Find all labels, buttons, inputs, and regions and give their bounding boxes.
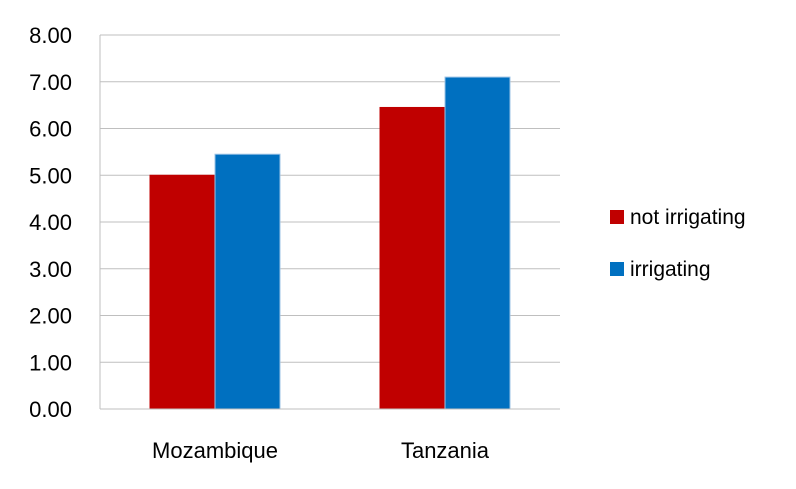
legend-label: irrigating — [630, 258, 711, 281]
legend-swatch-not-irrigating — [610, 210, 624, 224]
y-tick-label: 4.00 — [29, 210, 72, 235]
axes — [99, 35, 560, 410]
bar-not-irrigating-tanzania — [379, 106, 446, 410]
y-tick-label: 0.00 — [29, 397, 72, 422]
bar-not-irrigating-mozambique — [149, 174, 216, 410]
x-category-label: Tanzania — [401, 438, 490, 463]
y-tick-label: 3.00 — [29, 257, 72, 282]
y-tick-label: 1.00 — [29, 350, 72, 375]
bars — [149, 76, 511, 410]
y-tick-label: 6.00 — [29, 117, 72, 142]
y-axis-ticks: 0.00 1.00 2.00 3.00 4.00 5.00 6.00 7.00 8.00 — [29, 23, 72, 422]
legend-label: not irrigating — [630, 206, 746, 229]
y-tick-label: 5.00 — [29, 163, 72, 188]
y-tick-label: 2.00 — [29, 304, 72, 329]
x-category-label: Mozambique — [152, 438, 278, 463]
y-tick-label: 7.00 — [29, 70, 72, 95]
bar-irrigating-tanzania — [444, 76, 511, 410]
legend-swatch-irrigating — [610, 262, 624, 276]
x-axis-categories: Mozambique Tanzania — [152, 438, 490, 463]
y-tick-label: 8.00 — [29, 23, 72, 48]
legend: not irrigating irrigating — [610, 206, 746, 281]
bar-irrigating-mozambique — [214, 153, 281, 410]
